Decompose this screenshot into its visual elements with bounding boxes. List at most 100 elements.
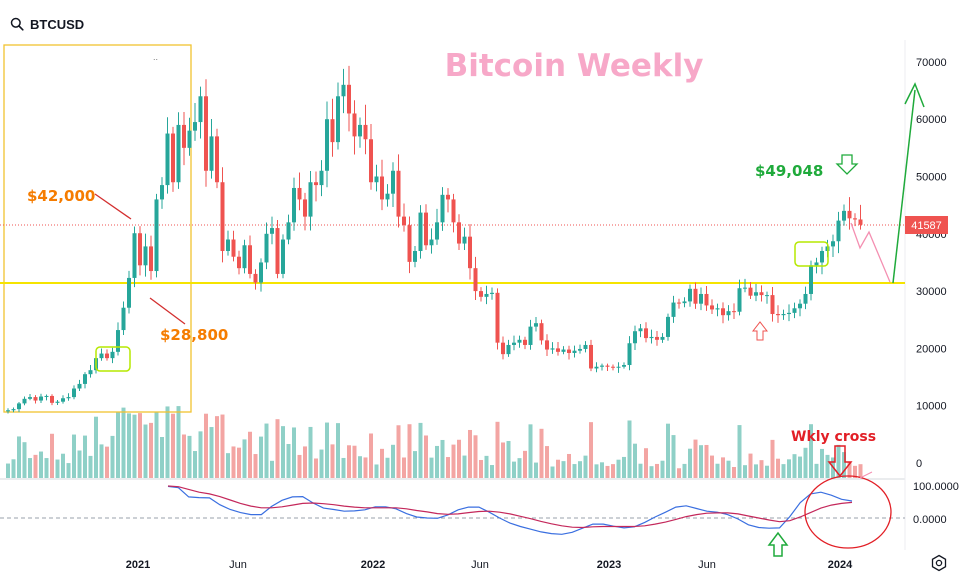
- candle-body: [160, 185, 164, 200]
- volume-bar: [396, 425, 401, 478]
- volume-bar: [545, 446, 549, 478]
- candle-body: [413, 250, 417, 262]
- candle-body: [726, 311, 731, 316]
- candle-body: [88, 370, 93, 375]
- candle-body: [490, 292, 494, 294]
- volume-bar: [275, 419, 280, 478]
- candle-body: [347, 84, 351, 114]
- volume-bar: [116, 411, 120, 478]
- candle-body: [292, 187, 296, 223]
- symbol-name[interactable]: BTCUSD: [30, 16, 85, 32]
- volume-bar: [737, 425, 742, 478]
- time-tick-label: 2022: [361, 559, 385, 571]
- candle-body: [66, 397, 71, 399]
- candle-body: [842, 210, 846, 221]
- candle-body: [380, 176, 384, 200]
- volume-bar: [759, 460, 764, 478]
- current-price-tag: 41587: [905, 216, 948, 234]
- volume-bar: [88, 455, 93, 478]
- volume-bar: [495, 421, 500, 478]
- volume-bar: [187, 435, 192, 478]
- volume-bar: [99, 444, 104, 478]
- volume-bar: [336, 423, 340, 478]
- volume-bar: [572, 464, 577, 478]
- current-price-tag-bg: [905, 216, 948, 234]
- candle-body: [209, 136, 214, 171]
- candle-body: [792, 308, 797, 313]
- volume-bar: [347, 445, 351, 478]
- candle-body: [242, 245, 247, 269]
- candle-body: [402, 216, 406, 226]
- macd-fast-line: [167, 485, 853, 535]
- candle-body: [512, 342, 516, 345]
- volume-bar: [248, 431, 252, 478]
- volume-bar: [198, 431, 203, 478]
- candle-body: [468, 236, 472, 269]
- volume-bar: [534, 462, 538, 478]
- symbol-bar[interactable]: BTCUSD: [10, 12, 84, 36]
- candle-body: [853, 218, 857, 220]
- volume-bar: [655, 463, 659, 478]
- time-tick-label: 2024: [828, 559, 853, 571]
- gear-icon[interactable]: [930, 554, 948, 572]
- annotation-42000: $42,000: [27, 187, 95, 205]
- candle-body: [341, 84, 346, 97]
- volume-bar: [644, 448, 648, 478]
- box-marker: ..: [153, 52, 158, 62]
- search-icon[interactable]: [10, 17, 24, 31]
- wkly-cross-circle: [804, 475, 892, 549]
- candle-body: [72, 388, 76, 398]
- candle-body: [220, 182, 225, 251]
- volume-bar: [715, 463, 720, 478]
- candle-body: [484, 293, 489, 297]
- candle-body: [105, 353, 109, 359]
- volume-bar: [182, 434, 186, 478]
- candle-body: [545, 340, 549, 350]
- chart-title: Bitcoin Weekly: [445, 48, 704, 84]
- candle-body: [297, 187, 302, 200]
- candle-body: [781, 314, 786, 316]
- volume-bar: [33, 454, 38, 478]
- volume-bar: [649, 466, 654, 478]
- candle-body: [171, 133, 175, 183]
- volume-bar: [385, 457, 390, 478]
- volume-bar: [517, 458, 522, 478]
- candle-body: [748, 287, 753, 296]
- candle-body: [622, 365, 626, 367]
- volume-bar: [440, 439, 445, 478]
- volume-bar: [787, 459, 791, 478]
- candle-body: [836, 220, 841, 242]
- price-tick-label: 0: [916, 458, 922, 470]
- candle-body: [688, 288, 692, 302]
- candle-body: [446, 194, 450, 200]
- candle-body: [809, 265, 813, 294]
- candle-body: [644, 328, 648, 339]
- candle-body: [572, 350, 577, 353]
- volume-bar: [391, 444, 395, 478]
- volume-bar: [479, 459, 483, 478]
- volume-bar: [341, 457, 346, 478]
- candle-body: [517, 339, 522, 343]
- candle-body: [732, 311, 736, 313]
- candle-body: [539, 323, 544, 341]
- volume-bar: [633, 443, 637, 478]
- candle-body: [710, 305, 714, 310]
- candle-body: [847, 210, 852, 219]
- volume-end-marker: [859, 471, 873, 479]
- volume-bar: [528, 424, 533, 478]
- candle-body: [770, 295, 775, 315]
- time-axis[interactable]: 2021 Jun 2022 Jun 2023 Jun 2024: [126, 559, 853, 571]
- volume-bar: [149, 422, 153, 478]
- volume-bar: [281, 426, 285, 478]
- candle-body: [435, 222, 439, 240]
- volume-bar: [171, 413, 175, 478]
- candle-body: [798, 303, 802, 309]
- volume-bar: [264, 423, 269, 478]
- volume-bar: [583, 455, 588, 478]
- volume-bar: [358, 456, 362, 478]
- volume-bar: [858, 464, 863, 478]
- time-tick-label: Jun: [698, 559, 716, 571]
- volume-bar: [523, 450, 527, 478]
